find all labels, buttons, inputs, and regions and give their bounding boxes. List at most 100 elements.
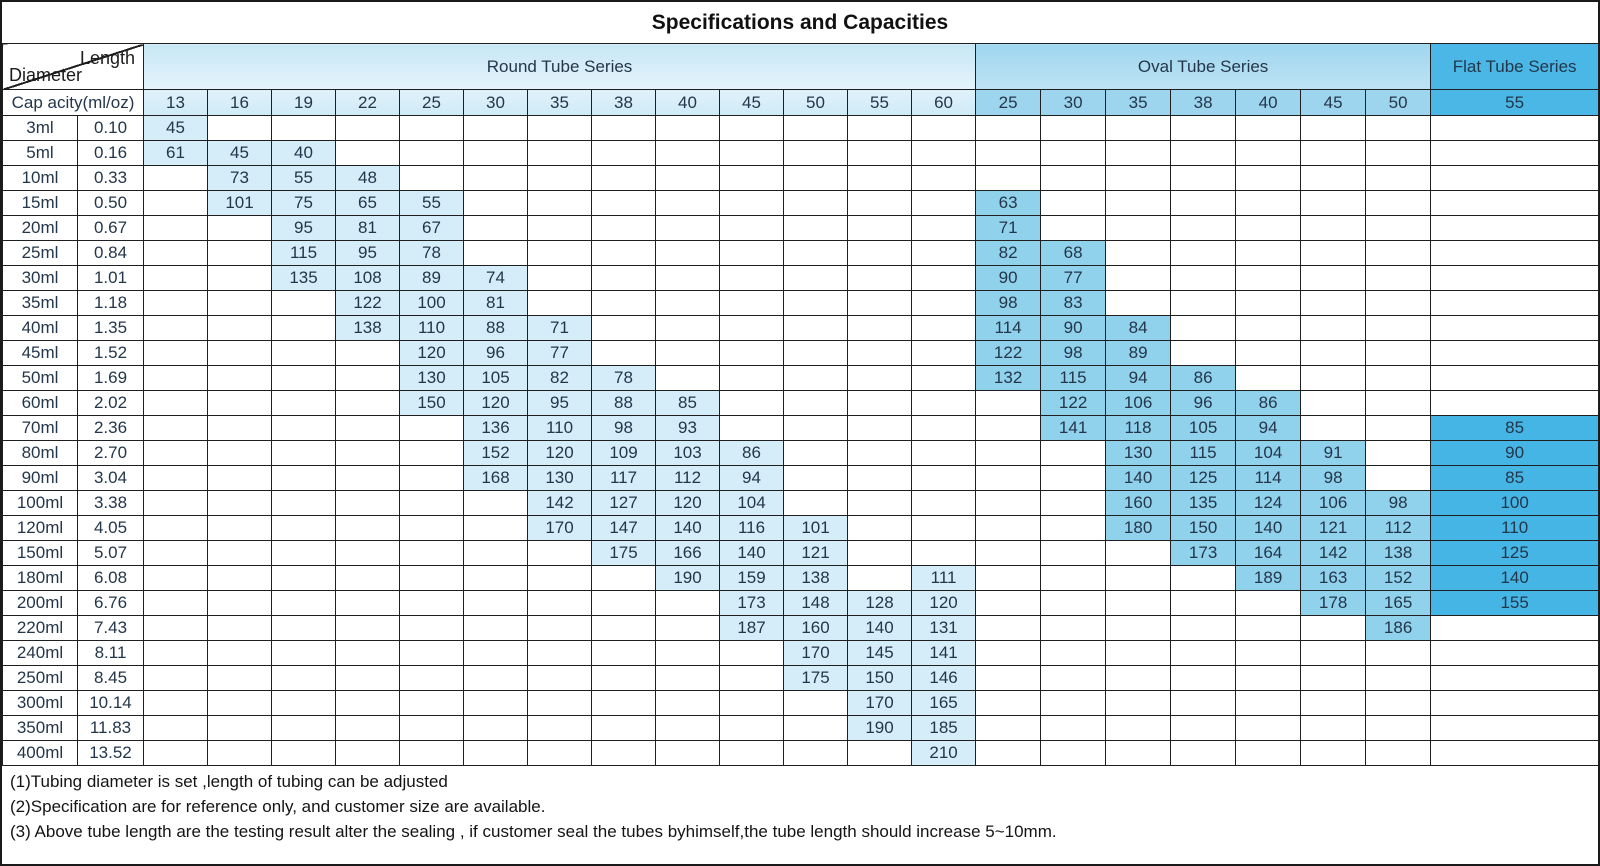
flat-length-cell: 110 — [1430, 515, 1600, 541]
oval-length-cell — [1365, 390, 1432, 416]
round-length-cell — [591, 140, 656, 166]
round-length-cell — [463, 190, 528, 216]
round-length-cell — [399, 590, 464, 616]
oval-length-cell — [1235, 740, 1302, 766]
round-length-cell — [910, 315, 977, 341]
round-length-cell — [719, 665, 784, 691]
round-length-cell — [399, 690, 464, 716]
round-length-cell — [591, 265, 656, 291]
round-length-cell — [399, 715, 464, 741]
round-length-cell — [910, 290, 977, 316]
round-length-cell — [719, 740, 784, 766]
flat-length-cell: 85 — [1430, 465, 1600, 491]
oval-length-cell: 122 — [975, 340, 1042, 366]
round-length-cell: 81 — [463, 290, 528, 316]
round-length-cell — [847, 515, 912, 541]
round-length-cell — [655, 290, 720, 316]
oval-length-cell — [1170, 115, 1237, 141]
oval-length-cell: 180 — [1105, 515, 1172, 541]
round-length-cell — [335, 390, 400, 416]
oval-length-cell: 115 — [1170, 440, 1237, 466]
oval-length-cell — [1170, 340, 1237, 366]
oval-length-cell — [1170, 165, 1237, 191]
round-length-cell — [271, 115, 336, 141]
round-length-cell: 120 — [655, 490, 720, 516]
round-length-cell — [463, 115, 528, 141]
oval-length-cell: 140 — [1235, 515, 1302, 541]
oval-length-cell — [1300, 240, 1367, 266]
round-length-cell — [335, 115, 400, 141]
oval-length-cell — [975, 690, 1042, 716]
oval-length-cell — [1105, 215, 1172, 241]
oval-length-cell — [1040, 490, 1107, 516]
table-row: 45ml 1.52 120 96 77 122 98 89 — [2, 340, 1600, 366]
flat-length-cell — [1430, 690, 1600, 716]
capacity-ml-label: 30ml — [2, 265, 78, 291]
round-length-cell — [910, 140, 977, 166]
oval-length-cell: 89 — [1105, 340, 1172, 366]
oval-length-cell: 112 — [1365, 515, 1432, 541]
oval-length-cell: 141 — [1040, 415, 1107, 441]
round-length-cell — [143, 615, 208, 641]
round-length-cell: 190 — [655, 565, 720, 591]
capacity-header: Cap acity(ml/oz) — [2, 89, 144, 116]
oval-length-cell — [1040, 465, 1107, 491]
round-length-cell — [910, 440, 977, 466]
oval-length-cell: 150 — [1170, 515, 1237, 541]
oval-length-cell — [1300, 215, 1367, 241]
round-length-cell — [463, 515, 528, 541]
oval-diameter-header: 35 — [1105, 89, 1172, 116]
round-length-cell — [655, 365, 720, 391]
round-length-cell: 95 — [271, 215, 336, 241]
round-length-cell — [591, 315, 656, 341]
table-row: 100ml 3.38 142 127 120 104 160 135 124 106 98 100 — [2, 490, 1600, 516]
oval-length-cell — [1105, 190, 1172, 216]
round-length-cell — [527, 215, 592, 241]
oval-length-cell — [1365, 640, 1432, 666]
round-length-cell — [591, 690, 656, 716]
oval-length-cell — [1170, 290, 1237, 316]
round-length-cell — [783, 240, 848, 266]
oval-length-cell — [1105, 715, 1172, 741]
capacity-ml-label: 150ml — [2, 540, 78, 566]
round-length-cell — [399, 140, 464, 166]
round-length-cell — [910, 190, 977, 216]
table-row: 25ml 0.84 115 95 78 82 68 — [2, 240, 1600, 266]
round-length-cell — [399, 440, 464, 466]
oval-length-cell — [1040, 740, 1107, 766]
round-length-cell — [527, 690, 592, 716]
round-length-cell — [719, 190, 784, 216]
round-length-cell — [719, 240, 784, 266]
round-length-cell — [527, 715, 592, 741]
round-length-cell: 175 — [591, 540, 656, 566]
round-length-cell — [271, 465, 336, 491]
round-length-cell — [527, 540, 592, 566]
round-length-cell — [271, 615, 336, 641]
capacity-ml-label: 50ml — [2, 365, 78, 391]
flat-length-cell — [1430, 215, 1600, 241]
oval-length-cell — [1300, 665, 1367, 691]
round-length-cell — [271, 440, 336, 466]
oval-length-cell — [1300, 165, 1367, 191]
round-length-cell — [655, 665, 720, 691]
oval-length-cell — [1170, 215, 1237, 241]
round-length-cell — [271, 315, 336, 341]
oval-length-cell — [1365, 340, 1432, 366]
round-length-cell — [335, 515, 400, 541]
oval-length-cell — [975, 115, 1042, 141]
round-length-cell: 148 — [783, 590, 848, 616]
capacity-oz-label: 0.33 — [77, 165, 144, 191]
table-row: 50ml 1.69 130 105 82 78 132 115 94 86 — [2, 365, 1600, 391]
capacity-ml-label: 200ml — [2, 590, 78, 616]
capacity-ml-label: 220ml — [2, 615, 78, 641]
oval-length-cell — [1365, 690, 1432, 716]
table-row: 35ml 1.18 122 100 81 98 83 — [2, 290, 1600, 316]
oval-diameter-header: 25 — [975, 89, 1042, 116]
round-length-cell — [719, 315, 784, 341]
flat-length-cell — [1430, 265, 1600, 291]
round-length-cell — [399, 115, 464, 141]
round-length-cell — [847, 565, 912, 591]
round-length-cell — [271, 540, 336, 566]
oval-length-cell — [975, 490, 1042, 516]
oval-length-cell — [1040, 190, 1107, 216]
